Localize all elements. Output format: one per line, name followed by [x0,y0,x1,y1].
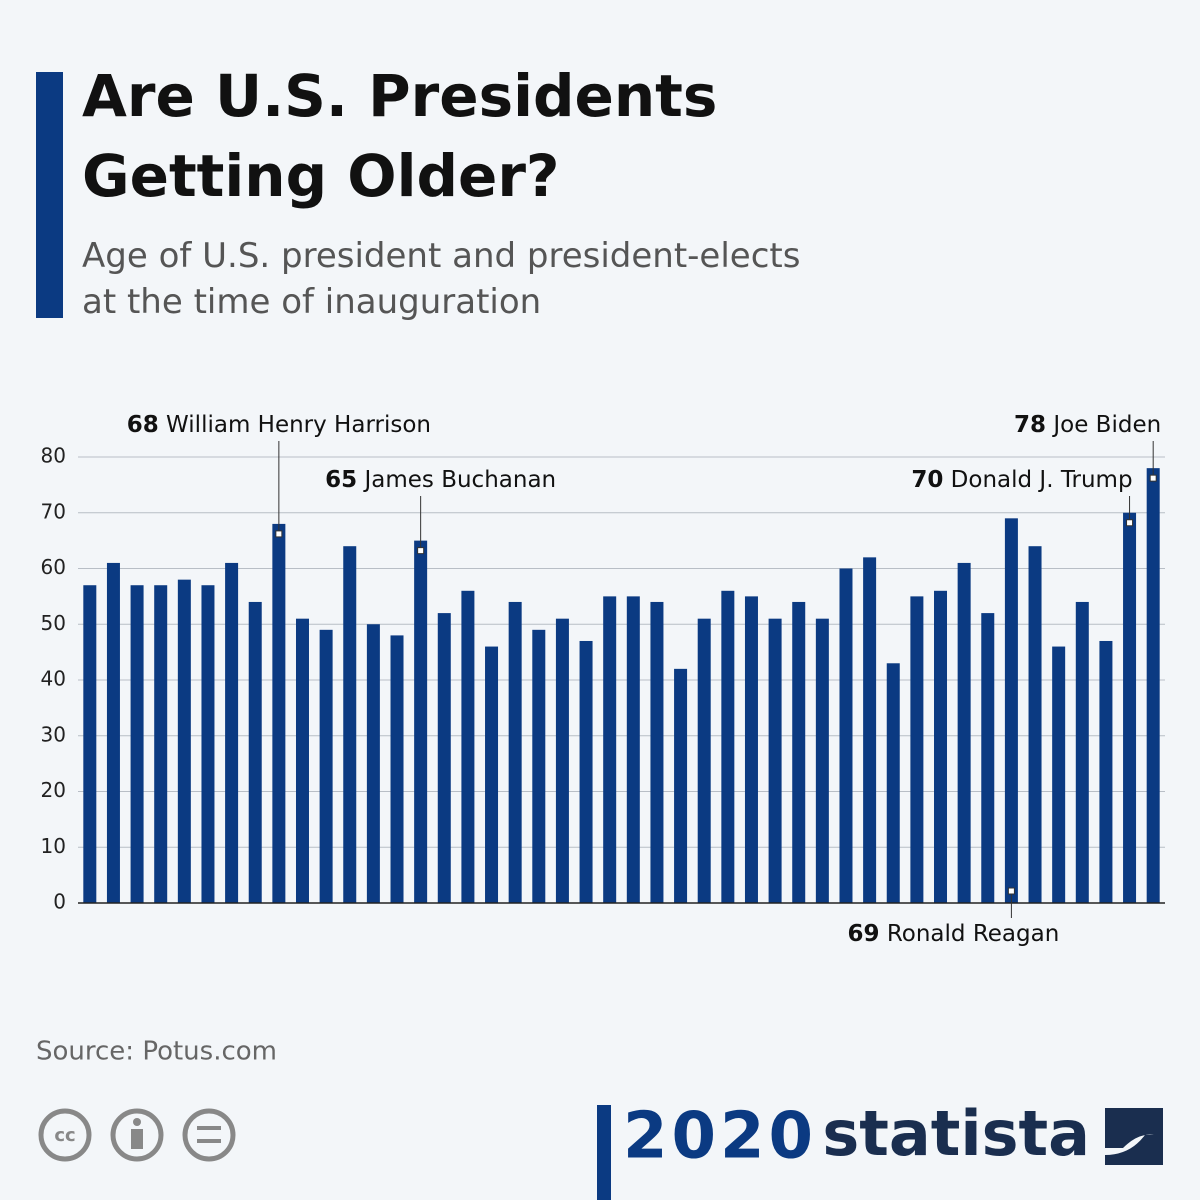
election-badge: 2020 [623,1100,817,1174]
logo-mark [1105,1108,1163,1165]
bar [1123,512,1137,903]
annotation-value: 78 [1014,412,1046,438]
annotation-value: 69 [848,921,880,947]
annotation: 65 James Buchanan [325,467,556,493]
bar [886,663,900,903]
bar [485,646,499,903]
bar [437,613,451,903]
bar [910,596,924,903]
chart-title: Are U.S. Presidents Getting Older? [82,62,717,210]
badge-accent [597,1105,611,1200]
y-tick-label: 10 [41,834,66,858]
bar [792,601,806,903]
bar [555,618,569,903]
annotation: 70 Donald J. Trump [911,467,1132,493]
y-tick-label: 80 [41,444,66,468]
annotation-marker [275,530,283,538]
bar [1075,601,1089,903]
bar [414,540,428,903]
annotation-label: Donald J. Trump [951,467,1133,493]
bar [1146,468,1160,903]
bar [981,613,995,903]
chart-subtitle: Age of U.S. president and president-elec… [82,236,800,322]
bar [815,618,829,903]
bar [532,629,546,903]
license-icons [38,1108,236,1162]
title-accent [36,72,63,318]
annotation-marker [1149,474,1157,482]
bar [225,562,239,903]
annotation: 78 Joe Biden [1014,412,1161,438]
bar [177,579,191,903]
bar [461,590,475,903]
bar [603,596,617,903]
annotation-value: 65 [325,467,357,493]
bar [83,585,97,903]
bar [508,601,522,903]
bar [295,618,309,903]
annotation: 68 William Henry Harrison [127,412,431,438]
bar [721,590,735,903]
annotation-label: Joe Biden [1051,412,1161,438]
bar [1099,640,1113,903]
bar [650,601,664,903]
bar [579,640,593,903]
cc-icon: cc [54,1125,75,1146]
annotation: 69 Ronald Reagan [848,921,1060,947]
bar [390,635,404,903]
source: Source: Potus.com [36,1037,277,1067]
bar [839,568,853,903]
bar [768,618,782,903]
bar [626,596,640,903]
y-tick-label: 70 [41,499,66,523]
logo-text: statista [822,1097,1090,1170]
bar [957,562,971,903]
annotation-value: 68 [127,412,159,438]
annotation-marker [1007,887,1015,895]
bar [343,546,357,903]
annotation-label: William Henry Harrison [166,412,431,438]
annotation-value: 70 [911,467,943,493]
bar [863,557,877,903]
bar [1004,518,1018,903]
bar [272,523,286,903]
y-tick-label: 0 [53,890,66,914]
bar [674,668,688,903]
bar [106,562,120,903]
bar [319,629,333,903]
bar [201,585,215,903]
y-tick-label: 20 [41,778,66,802]
bar [130,585,144,903]
bar [1052,646,1066,903]
y-tick-label: 50 [41,611,66,635]
annotation-label: Ronald Reagan [887,921,1059,947]
annotation-label: James Buchanan [362,467,556,493]
y-tick-label: 40 [41,667,66,691]
bar [697,618,711,903]
y-tick-label: 30 [41,722,66,746]
bar [1028,546,1042,903]
bar [366,624,380,903]
annotation-marker [417,547,425,555]
y-tick-label: 60 [41,555,66,579]
bar [248,601,262,903]
bar [934,590,948,903]
bar [744,596,758,903]
annotation-marker [1126,519,1134,527]
bar [154,585,168,903]
